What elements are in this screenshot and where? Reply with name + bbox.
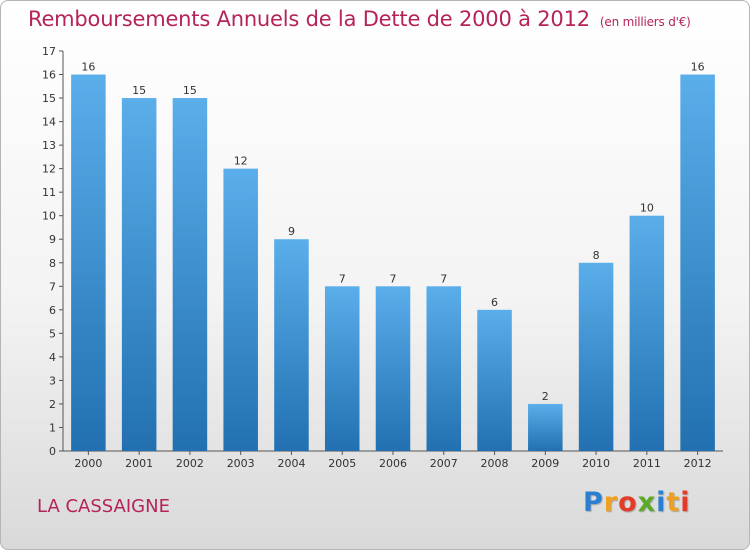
chart-title: Remboursements Annuels de la Dette de 20… [28, 7, 691, 31]
y-tick-label: 13 [42, 139, 56, 152]
bar-value-label: 2 [542, 390, 549, 403]
bar-value-label: 7 [339, 272, 346, 285]
y-tick-label: 1 [49, 421, 56, 434]
y-tick-label: 16 [42, 69, 56, 82]
x-tick-label: 2008 [481, 457, 509, 470]
x-tick-label: 2005 [328, 457, 356, 470]
bar [528, 403, 563, 451]
logo-letter: x [637, 487, 657, 518]
bar-value-label: 16 [691, 61, 705, 74]
y-tick-label: 17 [42, 45, 56, 58]
x-tick-label: 2009 [531, 457, 559, 470]
y-tick-label: 14 [42, 116, 56, 129]
bar [71, 74, 106, 451]
bar [172, 98, 208, 451]
x-tick-label: 2001 [125, 457, 153, 470]
bar [375, 286, 411, 451]
x-tick-label: 2004 [277, 457, 305, 470]
y-tick-label: 11 [42, 186, 56, 199]
commune-name: LA CASSAIGNE [37, 496, 170, 517]
x-tick-label: 2011 [633, 457, 661, 470]
logo-letter: P [583, 487, 604, 518]
y-tick-label: 8 [49, 257, 56, 270]
bar [629, 215, 665, 451]
y-tick-label: 0 [49, 445, 56, 458]
bar [274, 239, 309, 451]
x-tick-label: 2003 [227, 457, 255, 470]
bar-value-label: 16 [81, 61, 95, 74]
logo-letter: t [666, 487, 681, 518]
bar-value-label: 7 [440, 272, 447, 285]
y-tick-label: 9 [49, 233, 56, 246]
bar-value-label: 8 [593, 249, 600, 262]
y-tick-label: 10 [42, 210, 56, 223]
bar [477, 309, 512, 451]
bar-value-label: 9 [288, 225, 295, 238]
bar-value-label: 12 [234, 155, 248, 168]
x-tick-label: 2012 [684, 457, 712, 470]
y-tick-label: 5 [49, 327, 56, 340]
logo-letter: r [603, 487, 619, 518]
x-tick-label: 2006 [379, 457, 407, 470]
x-tick-label: 2002 [176, 457, 204, 470]
chart-unit: (en milliers d'€) [599, 15, 691, 29]
y-tick-label: 2 [49, 398, 56, 411]
logo-letter: i [680, 487, 691, 518]
y-tick-label: 7 [49, 280, 56, 293]
y-tick-label: 4 [49, 351, 56, 364]
x-tick-label: 2000 [74, 457, 102, 470]
logo-letter: i [656, 487, 667, 518]
bar [426, 286, 462, 451]
y-tick-label: 6 [49, 304, 56, 317]
bar [121, 98, 157, 451]
y-tick-label: 12 [42, 163, 56, 176]
bar [324, 286, 360, 451]
x-tick-label: 2010 [582, 457, 610, 470]
bar-value-label: 15 [183, 84, 197, 97]
bar [680, 74, 715, 451]
bar [578, 262, 614, 451]
bar-value-label: 10 [640, 202, 654, 215]
logo-letter: o [618, 487, 638, 518]
y-tick-label: 3 [49, 374, 56, 387]
proxiti-logo: Proxiti [583, 487, 691, 518]
y-tick-label: 15 [42, 92, 56, 105]
bar-value-label: 7 [390, 272, 397, 285]
bar [223, 168, 258, 451]
bar-value-label: 15 [132, 84, 146, 97]
bar-value-label: 6 [491, 296, 498, 309]
x-tick-label: 2007 [430, 457, 458, 470]
